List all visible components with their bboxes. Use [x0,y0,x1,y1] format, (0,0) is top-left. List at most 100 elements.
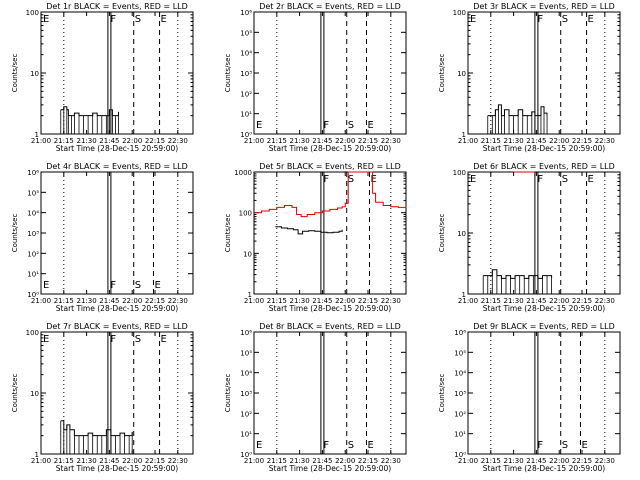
y-tick-label: 10⁵ [240,29,252,37]
x-tick-label: 21:30 [77,137,97,145]
x-tick-label: 21:00 [244,137,264,145]
x-tick-label: 21:15 [54,297,74,305]
x-tick-label: 22:15 [572,137,592,145]
x-tick-label: 22:15 [358,457,378,465]
y-tick-label: 10⁴ [454,370,466,378]
y-tick-label: 10⁶ [454,329,466,337]
y-tick-label: 100 [239,210,252,218]
x-tick-label: 21:30 [504,297,524,305]
marker-label: E [43,334,49,345]
marker-label: E [367,120,373,131]
x-axis-label: Start Time (28-Dec-15 20:59:00) [269,144,391,153]
y-tick-label: 10⁴ [27,210,39,218]
x-tick-label: 22:00 [335,457,355,465]
marker-label: F [110,334,116,345]
y-tick-label: 10⁶ [240,329,252,337]
marker-label: F [110,14,116,25]
y-tick-label: 1 [462,131,466,139]
x-tick-label: 21:45 [526,137,546,145]
x-tick-label: 22:00 [549,137,569,145]
y-tick-label: 10 [457,230,466,238]
x-tick-label: 22:30 [381,137,401,145]
marker-label: E [371,174,377,185]
y-tick-label: 1 [35,131,39,139]
x-tick-label: 21:00 [458,137,478,145]
x-tick-label: 21:15 [481,137,501,145]
x-tick-label: 21:15 [481,297,501,305]
x-tick-label: 22:00 [549,297,569,305]
x-tick-label: 21:45 [526,297,546,305]
y-tick-label: 10⁵ [27,189,39,197]
panel-title: Det 2r BLACK = Events, RED = LLD [259,2,401,11]
marker-label: E [161,334,167,345]
x-tick-label: 22:15 [358,137,378,145]
y-tick-label: 10² [240,410,252,418]
marker-label: F [323,440,329,451]
x-tick-label: 22:15 [572,457,592,465]
marker-label: F [537,174,543,185]
x-tick-label: 21:45 [99,297,119,305]
marker-label: E [470,14,476,25]
marker-label: F [110,280,116,291]
marker-label: E [154,280,160,291]
y-tick-label: 10 [243,250,252,258]
x-tick-label: 21:45 [99,137,119,145]
panel-title: Det 7r BLACK = Events, RED = LLD [46,322,188,331]
x-tick-label: 21:15 [267,137,287,145]
y-tick-label: 10³ [454,390,466,398]
events-series-line [275,226,343,235]
x-tick-label: 22:30 [595,137,615,145]
panel-title: Det 9r BLACK = Events, RED = LLD [473,322,615,331]
x-tick-label: 22:30 [168,297,188,305]
events-series-line [60,106,119,117]
x-tick-label: 21:30 [290,137,310,145]
x-tick-label: 21:00 [31,457,51,465]
y-axis-label: Counts/sec [438,374,446,413]
lld-series-line [254,171,407,218]
y-tick-label: 10⁰ [240,451,252,459]
x-tick-label: 21:45 [526,457,546,465]
y-axis-label: Counts/sec [224,54,232,93]
x-tick-label: 22:00 [549,457,569,465]
x-tick-label: 22:30 [381,297,401,305]
marker-label: E [470,174,476,185]
y-tick-label: 10⁴ [240,50,252,58]
events-series-line [60,420,133,437]
panel-title: Det 5r BLACK = Events, RED = LLD [259,162,401,171]
y-tick-label: 1 [35,451,39,459]
x-tick-label: 21:15 [267,297,287,305]
x-axis-label: Start Time (28-Dec-15 20:59:00) [269,304,391,313]
x-tick-label: 21:30 [290,297,310,305]
marker-label: S [348,174,354,185]
marker-label: S [562,174,568,185]
y-tick-label: 10³ [27,230,39,238]
x-tick-label: 21:45 [312,297,332,305]
x-tick-label: 22:15 [145,137,165,145]
y-tick-label: 10³ [240,390,252,398]
x-tick-label: 21:15 [54,457,74,465]
y-tick-label: 10⁰ [27,291,39,299]
marker-label: S [135,14,141,25]
marker-label: E [256,120,262,131]
y-tick-label: 100 [26,329,39,337]
y-tick-label: 10 [457,70,466,78]
y-tick-label: 10² [240,90,252,98]
panel-title: Det 3r BLACK = Events, RED = LLD [473,2,615,11]
y-axis-label: Counts/sec [11,214,19,253]
y-tick-label: 10⁵ [240,349,252,357]
marker-label: E [43,280,49,291]
marker-label: S [348,440,354,451]
x-tick-label: 21:00 [31,137,51,145]
y-tick-label: 10⁶ [240,9,252,17]
events-series-line [483,269,553,279]
x-tick-label: 22:30 [595,457,615,465]
y-tick-label: 10 [30,390,39,398]
x-tick-label: 22:00 [335,297,355,305]
y-tick-label: 10¹ [240,111,252,119]
